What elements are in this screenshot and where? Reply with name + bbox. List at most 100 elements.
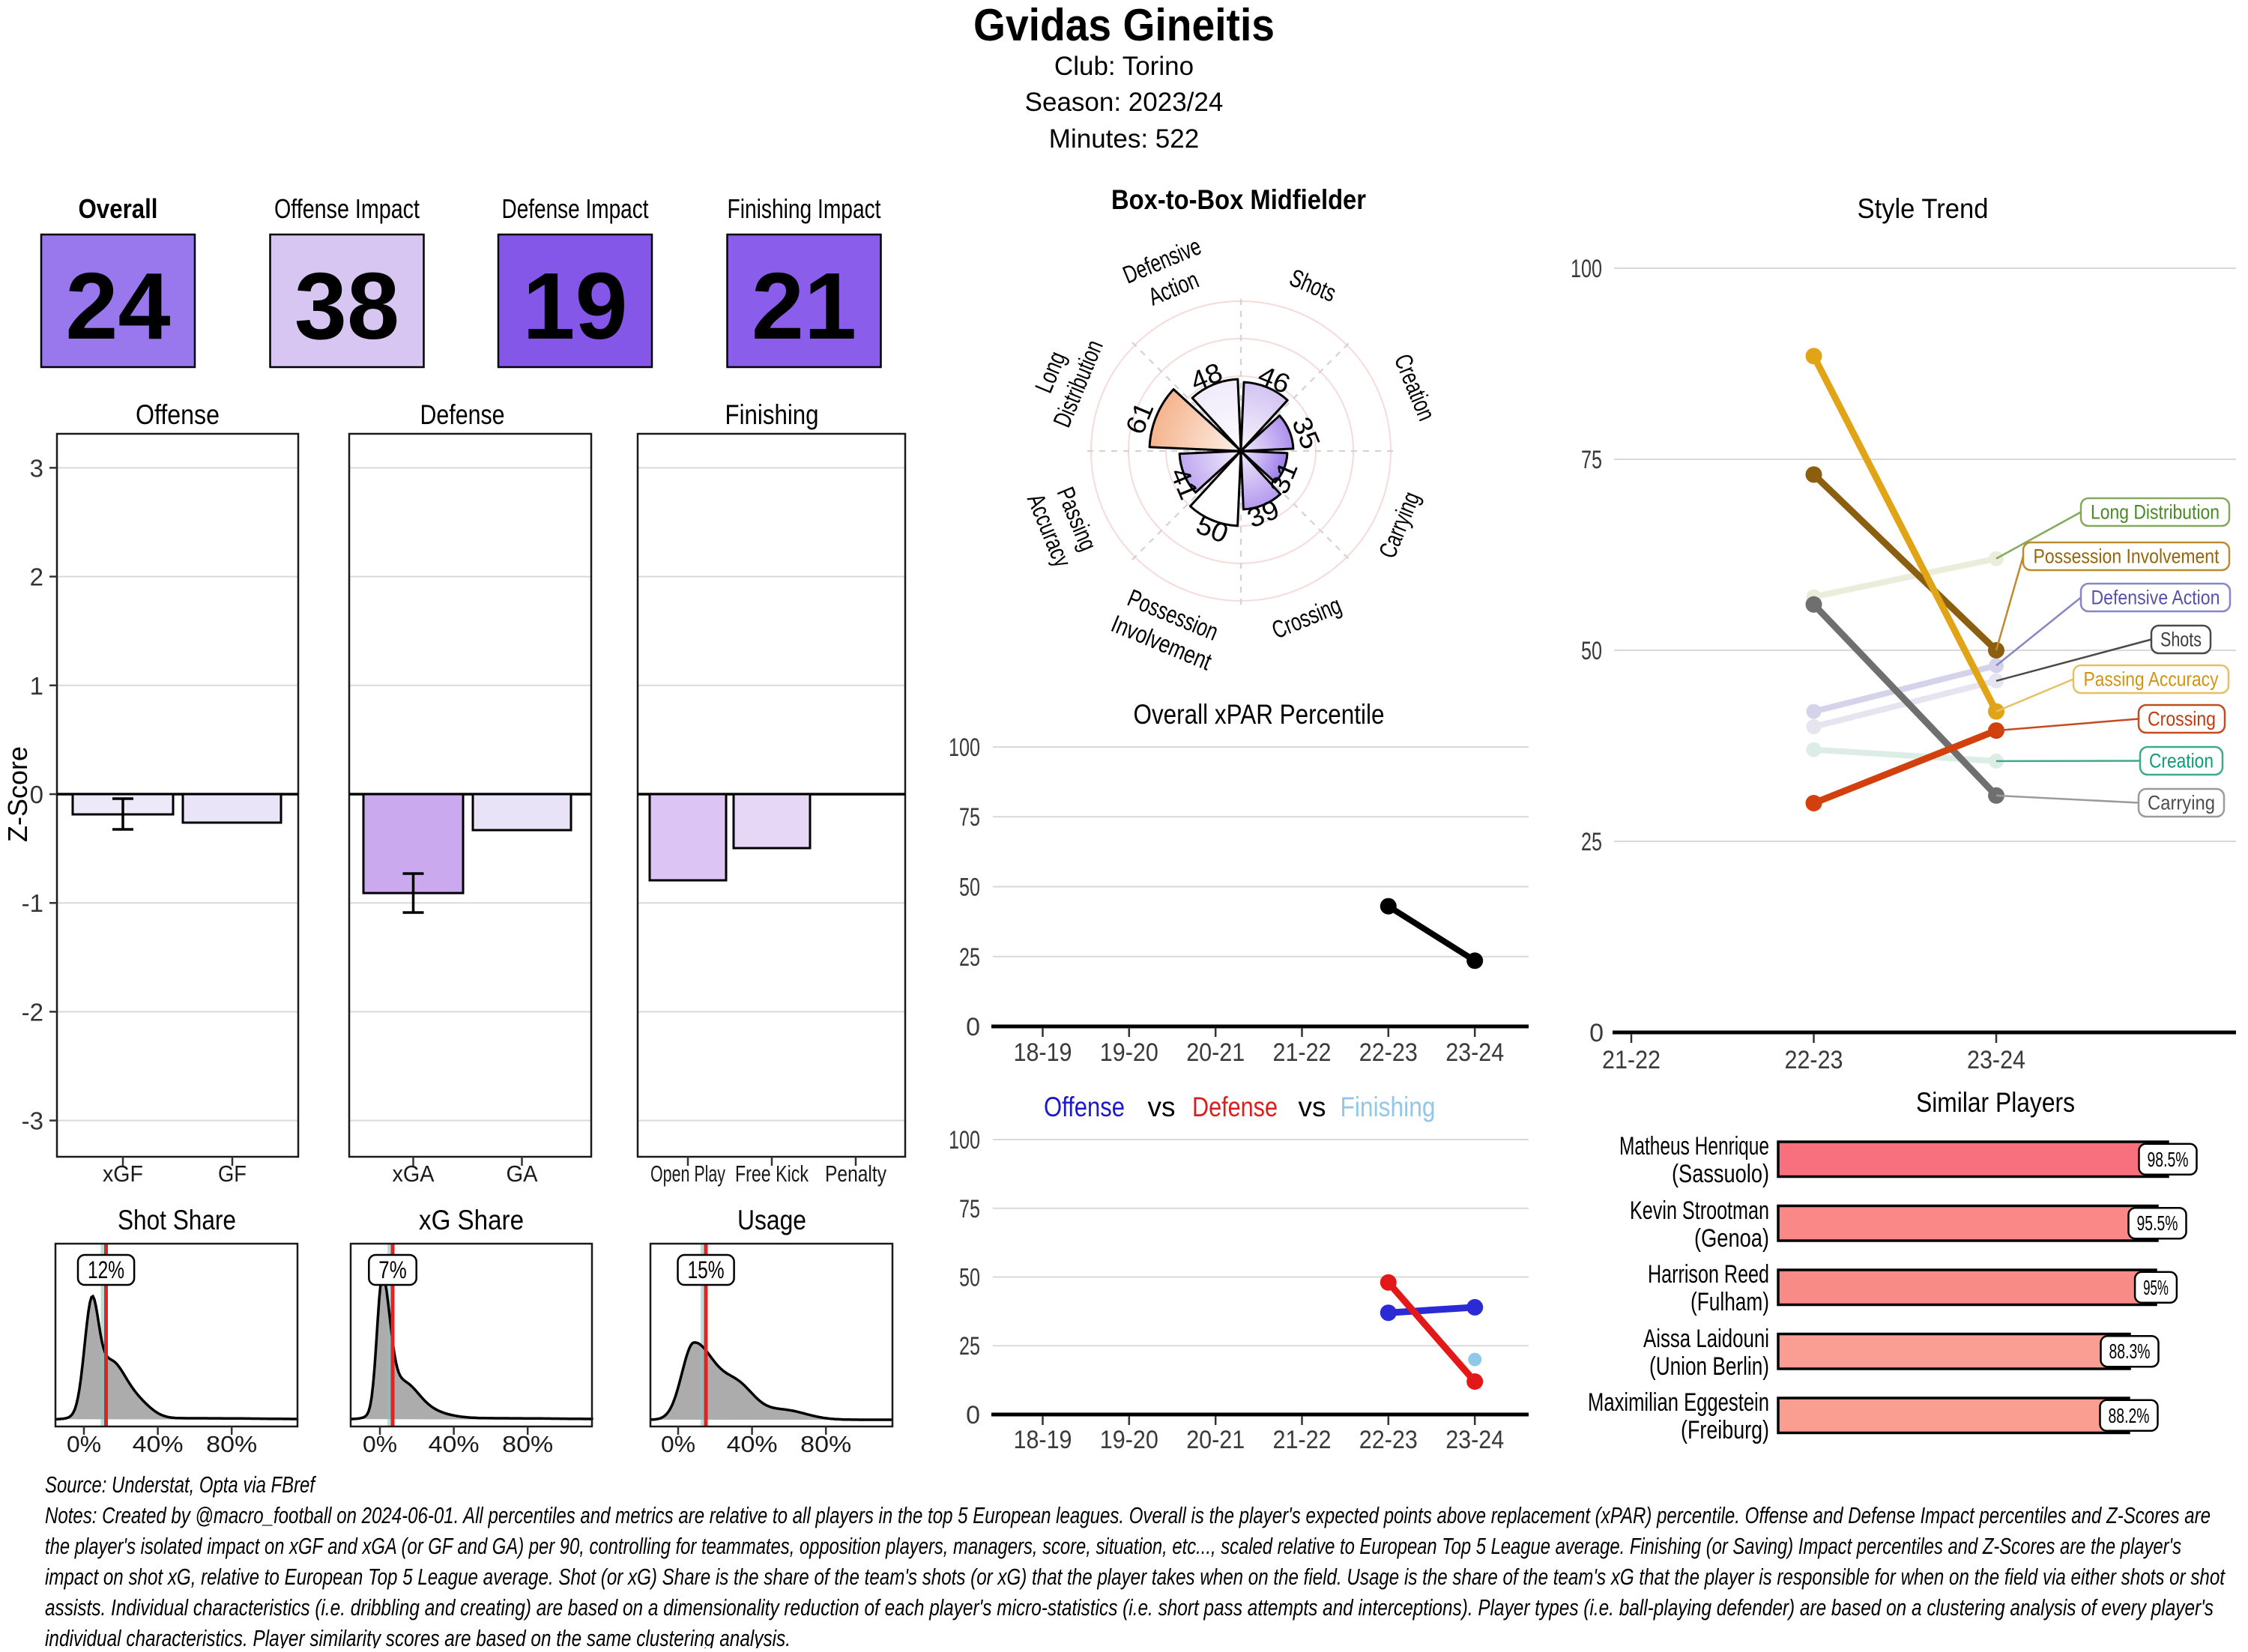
- svg-text:19-20: 19-20: [1100, 1038, 1158, 1067]
- svg-text:xGA: xGA: [393, 1161, 435, 1187]
- svg-text:75: 75: [959, 1195, 980, 1223]
- svg-text:22-23: 22-23: [1359, 1038, 1418, 1067]
- svg-text:98.5%: 98.5%: [2148, 1148, 2189, 1171]
- svg-text:Free Kick: Free Kick: [735, 1161, 809, 1187]
- svg-text:vs: vs: [1299, 1092, 1326, 1122]
- svg-text:19-20: 19-20: [1100, 1426, 1158, 1454]
- svg-text:Shot Share: Shot Share: [118, 1205, 236, 1235]
- svg-text:Gvidas Gineitis: Gvidas Gineitis: [973, 0, 1275, 50]
- svg-text:Harrison Reed: Harrison Reed: [1648, 1260, 1769, 1289]
- svg-text:1: 1: [30, 672, 43, 700]
- svg-text:Season: 2023/24: Season: 2023/24: [1025, 88, 1224, 117]
- svg-text:0: 0: [1589, 1019, 1604, 1047]
- svg-text:40%: 40%: [133, 1431, 184, 1457]
- svg-text:Defense: Defense: [1192, 1092, 1278, 1122]
- svg-text:Minutes: 522: Minutes: 522: [1049, 124, 1199, 154]
- svg-text:Box-to-Box Midfielder: Box-to-Box Midfielder: [1111, 184, 1366, 215]
- svg-text:Club: Torino: Club: Torino: [1054, 52, 1194, 81]
- svg-text:25: 25: [1581, 828, 1602, 856]
- svg-text:Overall xPAR Percentile: Overall xPAR Percentile: [1134, 699, 1385, 730]
- svg-text:Open Play: Open Play: [650, 1161, 725, 1187]
- svg-text:50: 50: [1581, 637, 1602, 665]
- svg-text:40%: 40%: [727, 1431, 778, 1457]
- svg-text:3: 3: [30, 454, 43, 482]
- svg-text:Long Distribution: Long Distribution: [2091, 501, 2220, 524]
- svg-text:0: 0: [966, 1013, 980, 1041]
- svg-text:(Sassuolo): (Sassuolo): [1672, 1160, 1769, 1188]
- svg-text:23-24: 23-24: [1967, 1046, 2025, 1074]
- svg-text:12%: 12%: [88, 1256, 124, 1283]
- svg-text:21-22: 21-22: [1602, 1046, 1661, 1074]
- svg-text:50: 50: [959, 1264, 980, 1292]
- svg-text:7%: 7%: [378, 1256, 406, 1283]
- svg-text:Carrying: Carrying: [2148, 792, 2215, 814]
- svg-text:80%: 80%: [502, 1431, 553, 1457]
- svg-text:75: 75: [959, 803, 980, 832]
- svg-text:2: 2: [30, 563, 43, 591]
- svg-text:Usage: Usage: [737, 1205, 806, 1235]
- svg-text:20-21: 20-21: [1186, 1426, 1245, 1454]
- svg-text:Offense Impact: Offense Impact: [274, 193, 420, 224]
- svg-text:assists. Individual characteri: assists. Individual characteristics (i.e…: [45, 1594, 2214, 1621]
- svg-text:(Fulham): (Fulham): [1690, 1288, 1769, 1316]
- svg-text:88.3%: 88.3%: [2109, 1340, 2151, 1363]
- svg-text:40%: 40%: [429, 1431, 480, 1457]
- svg-text:Penalty: Penalty: [825, 1161, 886, 1187]
- svg-text:95%: 95%: [2143, 1276, 2169, 1299]
- svg-text:-3: -3: [22, 1107, 43, 1135]
- svg-text:21-22: 21-22: [1273, 1426, 1332, 1454]
- svg-text:Source: Understat, Opta via FB: Source: Understat, Opta via FBref: [45, 1471, 317, 1498]
- svg-text:Creation: Creation: [2149, 750, 2214, 772]
- svg-text:individual characteristics. Pl: individual characteristics. Player simil…: [45, 1625, 791, 1648]
- svg-text:Shots: Shots: [2160, 629, 2202, 651]
- svg-text:Defensive Action: Defensive Action: [2091, 587, 2220, 609]
- svg-text:impact on shot xG, relative to: impact on shot xG, relative to European …: [45, 1564, 2226, 1590]
- svg-text:Offense: Offense: [1044, 1092, 1125, 1122]
- svg-text:-2: -2: [22, 998, 43, 1026]
- svg-text:vs: vs: [1148, 1092, 1176, 1122]
- svg-text:24: 24: [65, 253, 170, 359]
- svg-text:0%: 0%: [67, 1431, 101, 1457]
- svg-text:Maximilian Eggestein: Maximilian Eggestein: [1588, 1388, 1769, 1417]
- svg-text:xG Share: xG Share: [419, 1205, 524, 1235]
- svg-text:23-24: 23-24: [1445, 1038, 1504, 1067]
- svg-text:25: 25: [959, 1332, 980, 1361]
- svg-text:21-22: 21-22: [1273, 1038, 1332, 1067]
- svg-text:xGF: xGF: [103, 1161, 143, 1187]
- svg-text:Style Trend: Style Trend: [1858, 193, 1989, 224]
- svg-text:0: 0: [966, 1401, 980, 1429]
- svg-text:Finishing: Finishing: [725, 399, 819, 430]
- svg-text:80%: 80%: [800, 1431, 851, 1457]
- svg-text:100: 100: [949, 733, 980, 762]
- svg-text:25: 25: [959, 943, 980, 972]
- svg-text:100: 100: [949, 1126, 980, 1155]
- svg-text:Offense: Offense: [136, 399, 220, 430]
- svg-text:Similar Players: Similar Players: [1916, 1087, 2075, 1118]
- svg-text:Notes: Created by @macro_footb: Notes: Created by @macro_football on 202…: [45, 1502, 2211, 1528]
- svg-text:88.2%: 88.2%: [2109, 1404, 2150, 1427]
- svg-text:15%: 15%: [687, 1256, 724, 1283]
- svg-text:0%: 0%: [363, 1431, 397, 1457]
- svg-text:(Freiburg): (Freiburg): [1681, 1416, 1769, 1444]
- svg-text:18-19: 18-19: [1014, 1038, 1072, 1067]
- svg-text:(Union Berlin): (Union Berlin): [1649, 1352, 1769, 1381]
- svg-text:19: 19: [522, 253, 627, 359]
- svg-text:22-23: 22-23: [1359, 1426, 1418, 1454]
- svg-text:0%: 0%: [661, 1431, 695, 1457]
- svg-text:Crossing: Crossing: [2148, 708, 2216, 730]
- svg-text:95.5%: 95.5%: [2137, 1211, 2178, 1235]
- svg-text:Aissa Laidouni: Aissa Laidouni: [1643, 1325, 1769, 1353]
- svg-text:100: 100: [1571, 255, 1602, 283]
- svg-text:23-24: 23-24: [1445, 1426, 1504, 1454]
- svg-text:Defense: Defense: [420, 399, 505, 430]
- svg-text:80%: 80%: [206, 1431, 257, 1457]
- svg-text:50: 50: [959, 874, 980, 902]
- svg-text:the player's isolated impact o: the player's isolated impact on xGF and …: [45, 1533, 2181, 1559]
- svg-text:GA: GA: [507, 1161, 538, 1187]
- svg-text:75: 75: [1581, 446, 1602, 474]
- svg-text:20-21: 20-21: [1186, 1038, 1245, 1067]
- svg-text:GF: GF: [218, 1161, 247, 1187]
- svg-text:Defense Impact: Defense Impact: [502, 193, 649, 224]
- svg-text:21: 21: [752, 253, 856, 359]
- svg-text:Finishing: Finishing: [1341, 1092, 1436, 1122]
